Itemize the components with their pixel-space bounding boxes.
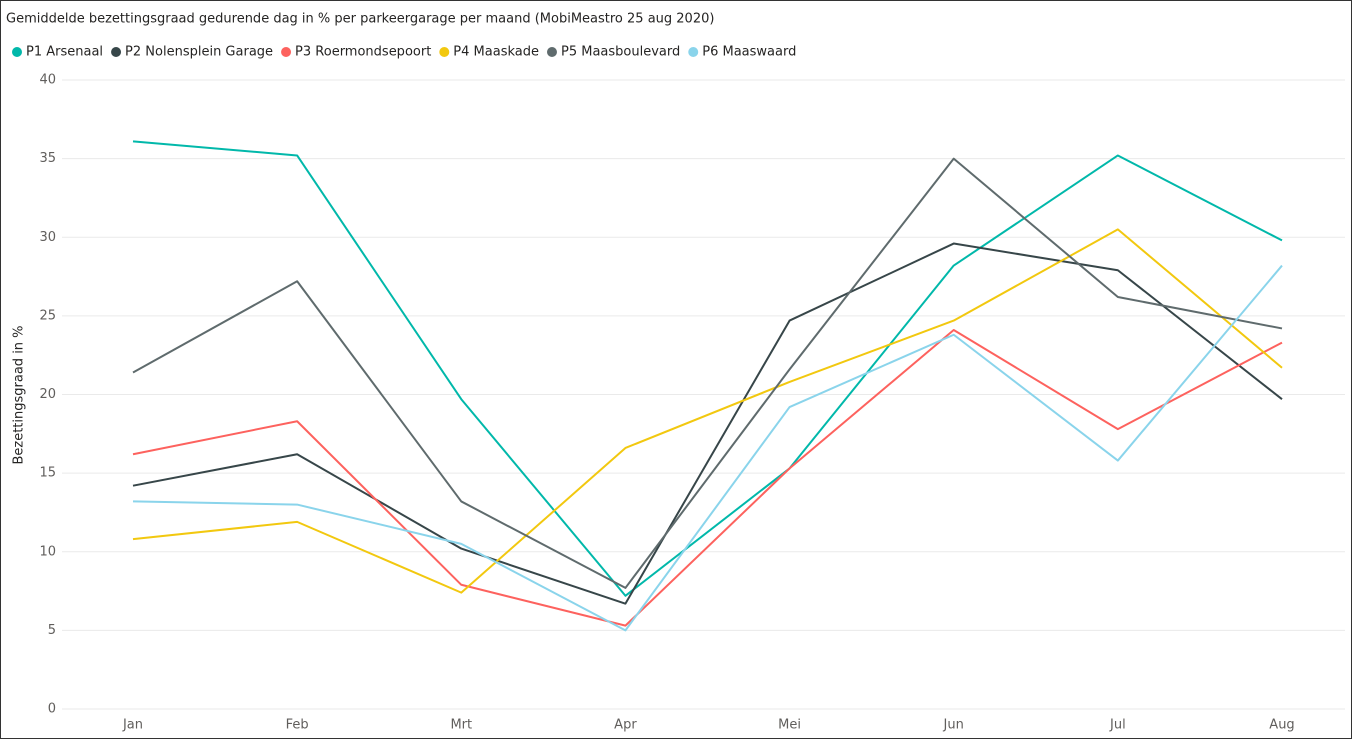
x-tick-label: Jan <box>122 718 143 733</box>
y-tick-label: 30 <box>39 230 56 245</box>
line-series <box>132 228 1283 594</box>
y-tick-label: 20 <box>39 387 56 402</box>
y-tick-label: 5 <box>48 623 56 638</box>
y-tick-label: 0 <box>48 702 56 717</box>
line-series <box>132 242 1283 605</box>
line-series <box>132 157 1283 589</box>
y-tick-label: 15 <box>39 466 56 481</box>
y-tick-label: 25 <box>39 308 56 323</box>
legend-label: P5 Maasboulevard <box>561 45 680 60</box>
y-axis-label: Bezettingsgraad in % <box>12 325 27 464</box>
legend-marker <box>111 47 122 57</box>
x-tick-label: Mrt <box>450 718 472 733</box>
x-tick-label: Apr <box>614 718 637 733</box>
x-tick-label: Aug <box>1269 718 1294 733</box>
line-series <box>132 140 1283 597</box>
y-tick-label: 35 <box>39 151 56 166</box>
x-tick-label: Jun <box>943 718 964 733</box>
legend-marker <box>439 47 450 57</box>
y-tick-label: 10 <box>39 544 56 559</box>
legend-label: P3 Roermondsepoort <box>295 45 431 60</box>
legend-label: P6 Maaswaard <box>702 45 796 60</box>
x-tick-label: Jul <box>1109 718 1126 733</box>
line-series <box>132 264 1283 632</box>
legend-marker <box>12 47 22 57</box>
legend-label: P2 Nolensplein Garage <box>125 45 273 60</box>
legend-marker <box>281 47 292 57</box>
legend-marker <box>546 47 557 57</box>
y-tick-label: 40 <box>39 73 56 88</box>
x-tick-label: Mei <box>778 718 801 733</box>
legend-label: P4 Maaskade <box>453 45 539 60</box>
chart-title: Gemiddelde bezettingsgraad gedurende dag… <box>6 12 714 27</box>
legend-marker <box>688 47 699 57</box>
x-tick-label: Feb <box>286 718 309 733</box>
line-series <box>132 329 1283 627</box>
legend-label: P1 Arsenaal <box>26 45 103 60</box>
